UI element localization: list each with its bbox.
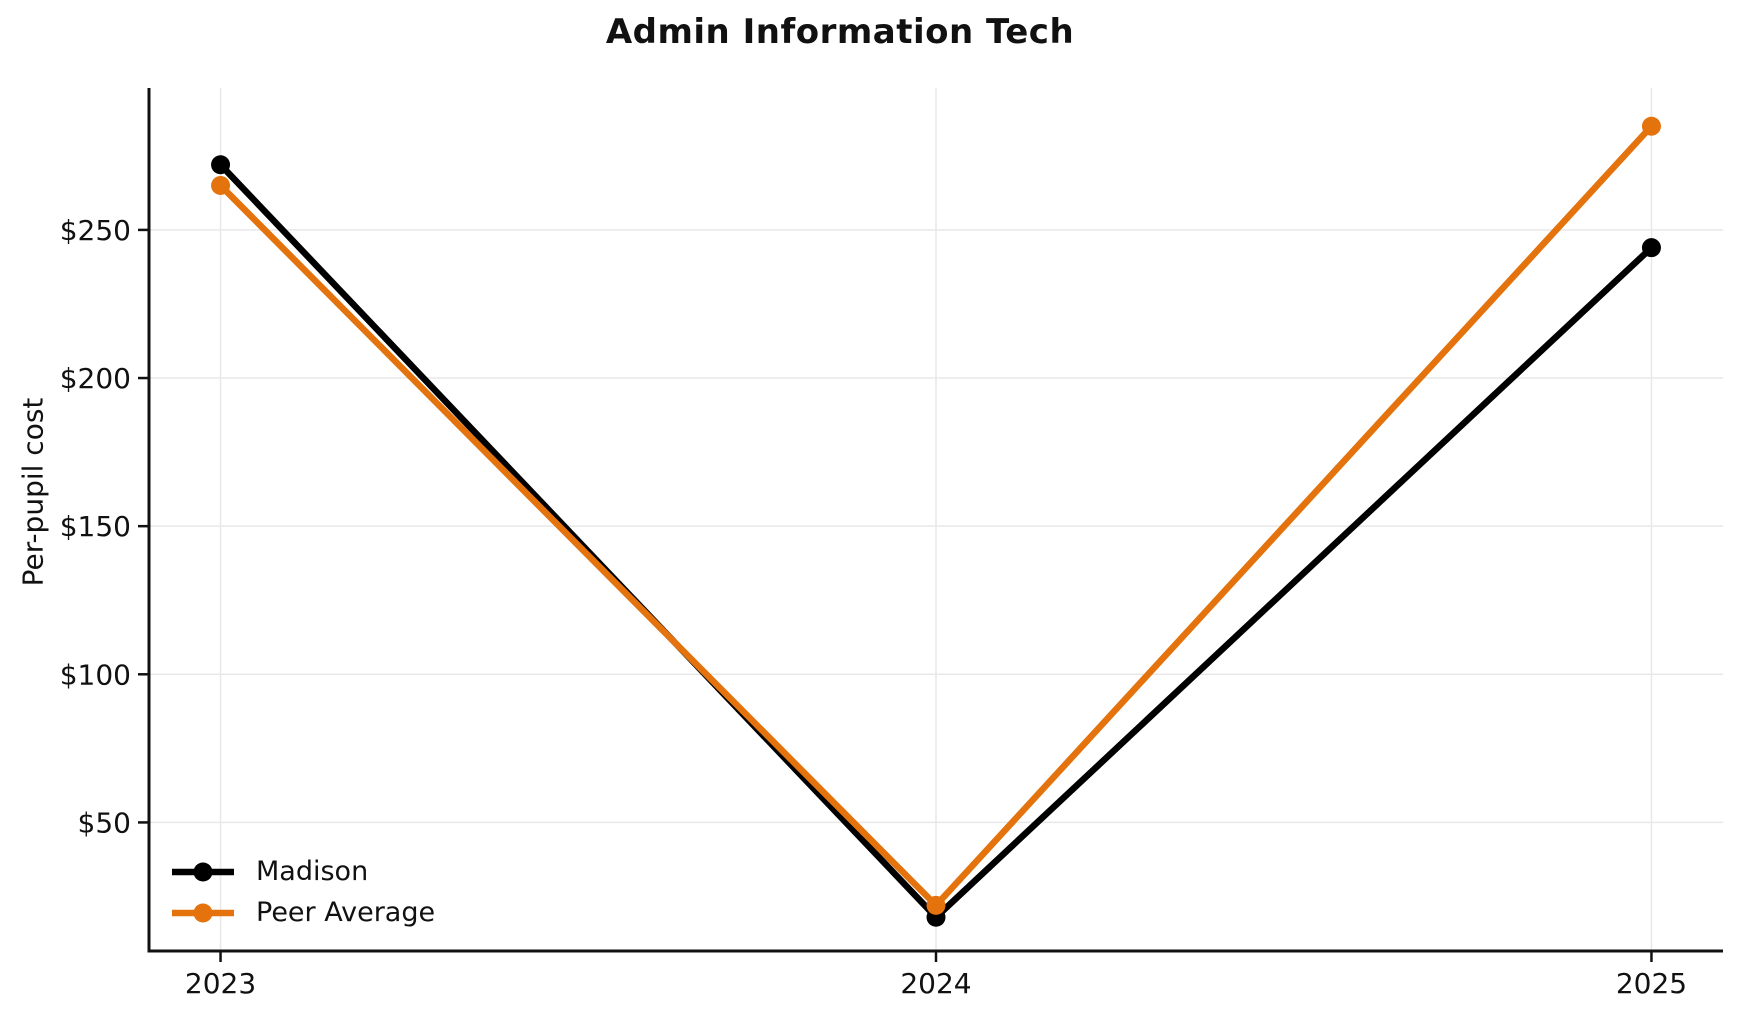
legend-label-peer-average: Peer Average bbox=[256, 897, 436, 928]
legend-item-madison: Madison bbox=[170, 851, 435, 892]
x-tick-label: 2024 bbox=[900, 967, 971, 1000]
data-point-peer-average bbox=[1641, 116, 1661, 136]
legend-label-madison: Madison bbox=[256, 856, 369, 887]
chart-title: Admin Information Tech bbox=[605, 12, 1075, 52]
legend: Madison Peer Average bbox=[170, 851, 435, 933]
legend-item-peer-average: Peer Average bbox=[170, 892, 435, 933]
y-tick-label: $100 bbox=[60, 658, 131, 691]
y-tick-label: $200 bbox=[60, 362, 131, 395]
data-point-madison bbox=[1641, 238, 1661, 258]
y-tick-label: $50 bbox=[78, 806, 131, 839]
data-point-peer-average bbox=[211, 175, 231, 195]
peer-average-line-icon bbox=[172, 903, 234, 922]
x-tick-label: 2023 bbox=[185, 967, 256, 1000]
data-point-peer-average bbox=[926, 895, 946, 915]
x-tick-label: 2025 bbox=[1616, 967, 1687, 1000]
y-tick-label: $150 bbox=[60, 510, 131, 543]
madison-line-icon bbox=[172, 862, 234, 881]
y-tick-label: $250 bbox=[60, 214, 131, 247]
data-point-madison bbox=[211, 155, 231, 175]
